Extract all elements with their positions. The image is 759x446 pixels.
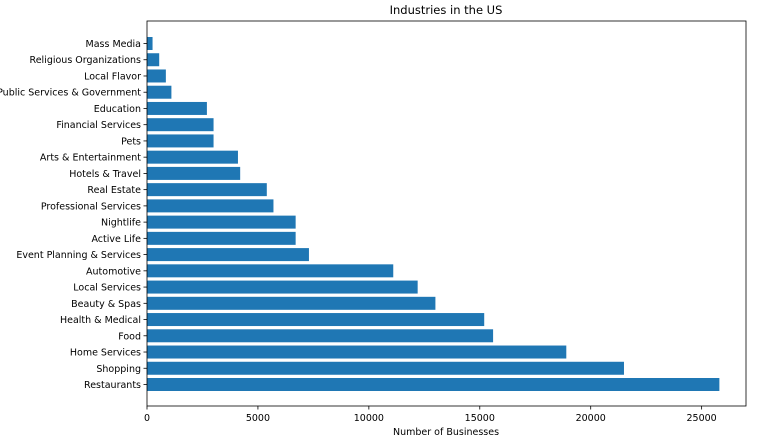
y-tick-label: Automotive [86,266,141,277]
y-tick-label: Local Flavor [84,71,141,82]
y-tick-label: Financial Services [56,120,141,131]
y-tick-label: Professional Services [41,201,141,212]
bar [147,345,567,359]
bar [147,248,309,262]
bar [147,118,214,132]
x-tick-label: 20000 [576,413,606,424]
bar [147,264,394,278]
bar [147,280,418,294]
bar [147,296,436,310]
y-tick-label: Arts & Entertainment [40,153,141,164]
x-tick-label: 5000 [246,413,270,424]
bar [147,69,166,83]
bar [147,313,485,327]
y-tick-label: Restaurants [84,380,141,391]
bars-group [147,37,720,391]
bar [147,150,238,164]
bar [147,361,624,375]
bar [147,329,494,343]
bar [147,53,160,67]
y-tick-label: Public Services & Government [0,88,141,99]
y-tick-label: Beauty & Spas [71,299,141,310]
y-tick-label: Shopping [96,364,141,375]
x-tick-label: 0 [144,413,150,424]
y-tick-label: Food [118,331,141,342]
y-tick-label: Real Estate [87,185,141,196]
y-tick-label: Hotels & Travel [69,169,141,180]
bar [147,215,296,229]
x-tick-label: 15000 [465,413,495,424]
bar [147,378,720,391]
x-axis-label: Number of Businesses [393,427,499,438]
x-tick-label: 10000 [354,413,384,424]
bar [147,37,153,50]
x-axis-ticks: 0 5000 10000 15000 20000 25000 [144,406,717,424]
bar [147,166,241,180]
y-tick-label: Event Planning & Services [16,250,141,261]
bar [147,183,267,197]
y-tick-label: Home Services [70,348,141,359]
y-tick-label: Health & Medical [60,315,141,326]
x-tick-label: 25000 [687,413,717,424]
y-tick-label: Local Services [73,283,141,294]
y-tick-label: Pets [121,136,141,147]
y-axis-ticks: Restaurants Shopping Home Services Food Heal… [0,39,147,391]
plot-frame [146,20,747,407]
y-tick-label: Mass Media [86,39,141,50]
bar [147,101,207,115]
chart-title: Industries in the US [390,3,503,17]
y-tick-label: Religious Organizations [30,55,142,66]
bar [147,231,296,245]
bar [147,85,172,99]
bar [147,134,214,148]
y-tick-label: Active Life [91,234,141,245]
y-tick-label: Nightlife [101,218,141,229]
y-tick-label: Education [94,104,141,115]
bar [147,199,274,213]
